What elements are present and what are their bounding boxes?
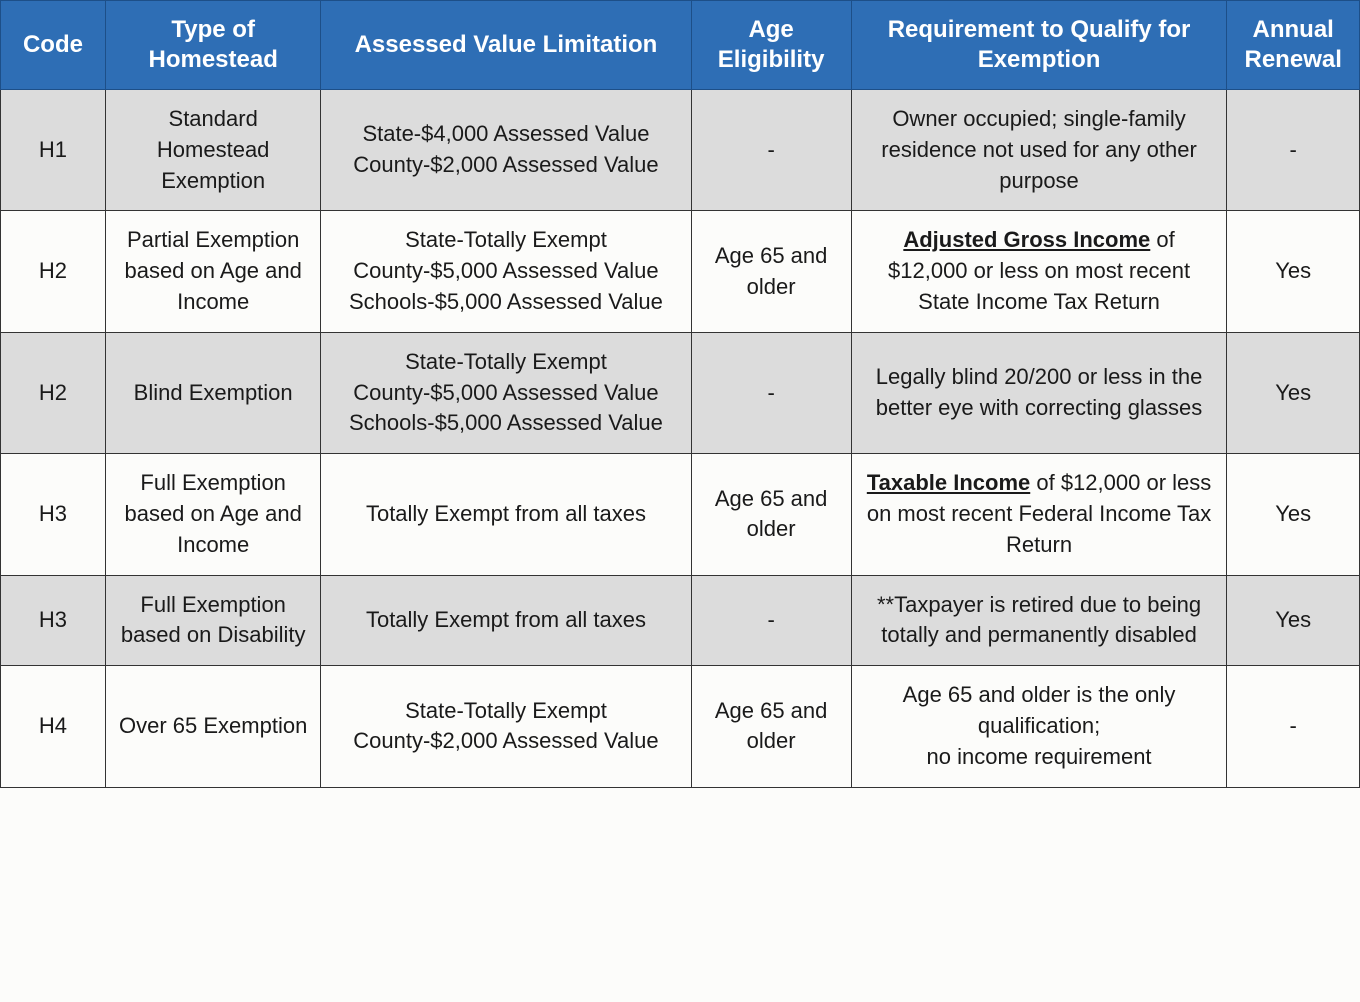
cell-renew: Yes bbox=[1227, 211, 1360, 332]
cell-code: H3 bbox=[1, 454, 106, 575]
cell-limit: Totally Exempt from all taxes bbox=[321, 575, 691, 666]
cell-renew: - bbox=[1227, 666, 1360, 787]
cell-renew: Yes bbox=[1227, 332, 1360, 453]
cell-type: Blind Exemption bbox=[105, 332, 320, 453]
cell-limit: State-$4,000 Assessed ValueCounty-$2,000… bbox=[321, 90, 691, 211]
col-header-renew: Annual Renewal bbox=[1227, 1, 1360, 90]
cell-code: H1 bbox=[1, 90, 106, 211]
cell-age: Age 65 and older bbox=[691, 454, 851, 575]
cell-limit: State-Totally ExemptCounty-$5,000 Assess… bbox=[321, 211, 691, 332]
cell-type: Partial Exemption based on Age and Incom… bbox=[105, 211, 320, 332]
table-row: H3Full Exemption based on Age and Income… bbox=[1, 454, 1360, 575]
cell-code: H4 bbox=[1, 666, 106, 787]
table-row: H1Standard Homestead ExemptionState-$4,0… bbox=[1, 90, 1360, 211]
cell-limit: State-Totally ExemptCounty-$5,000 Assess… bbox=[321, 332, 691, 453]
col-header-req: Requirement to Qualify for Exemption bbox=[851, 1, 1227, 90]
table-row: H2Partial Exemption based on Age and Inc… bbox=[1, 211, 1360, 332]
cell-limit: State-Totally ExemptCounty-$2,000 Assess… bbox=[321, 666, 691, 787]
cell-req: Taxable Income of $12,000 or less on mos… bbox=[851, 454, 1227, 575]
col-header-age: Age Eligibility bbox=[691, 1, 851, 90]
cell-req: **Taxpayer is retired due to being total… bbox=[851, 575, 1227, 666]
cell-req: Owner occupied; single-family residence … bbox=[851, 90, 1227, 211]
cell-type: Standard Homestead Exemption bbox=[105, 90, 320, 211]
cell-limit: Totally Exempt from all taxes bbox=[321, 454, 691, 575]
cell-age: - bbox=[691, 90, 851, 211]
cell-renew: - bbox=[1227, 90, 1360, 211]
cell-renew: Yes bbox=[1227, 575, 1360, 666]
table-body: H1Standard Homestead ExemptionState-$4,0… bbox=[1, 90, 1360, 788]
table-header-row: Code Type of Homestead Assessed Value Li… bbox=[1, 1, 1360, 90]
cell-age: - bbox=[691, 332, 851, 453]
cell-age: Age 65 and older bbox=[691, 666, 851, 787]
cell-code: H3 bbox=[1, 575, 106, 666]
cell-code: H2 bbox=[1, 211, 106, 332]
cell-type: Full Exemption based on Disability bbox=[105, 575, 320, 666]
col-header-type: Type of Homestead bbox=[105, 1, 320, 90]
cell-age: - bbox=[691, 575, 851, 666]
cell-age: Age 65 and older bbox=[691, 211, 851, 332]
cell-renew: Yes bbox=[1227, 454, 1360, 575]
cell-req: Age 65 and older is the only qualificati… bbox=[851, 666, 1227, 787]
col-header-code: Code bbox=[1, 1, 106, 90]
cell-type: Full Exemption based on Age and Income bbox=[105, 454, 320, 575]
cell-req: Adjusted Gross Income of $12,000 or less… bbox=[851, 211, 1227, 332]
table-row: H4Over 65 ExemptionState-Totally ExemptC… bbox=[1, 666, 1360, 787]
table-row: H3Full Exemption based on DisabilityTota… bbox=[1, 575, 1360, 666]
cell-code: H2 bbox=[1, 332, 106, 453]
col-header-limit: Assessed Value Limitation bbox=[321, 1, 691, 90]
cell-req: Legally blind 20/200 or less in the bett… bbox=[851, 332, 1227, 453]
table-row: H2Blind ExemptionState-Totally ExemptCou… bbox=[1, 332, 1360, 453]
cell-type: Over 65 Exemption bbox=[105, 666, 320, 787]
homestead-exemption-table: Code Type of Homestead Assessed Value Li… bbox=[0, 0, 1360, 788]
